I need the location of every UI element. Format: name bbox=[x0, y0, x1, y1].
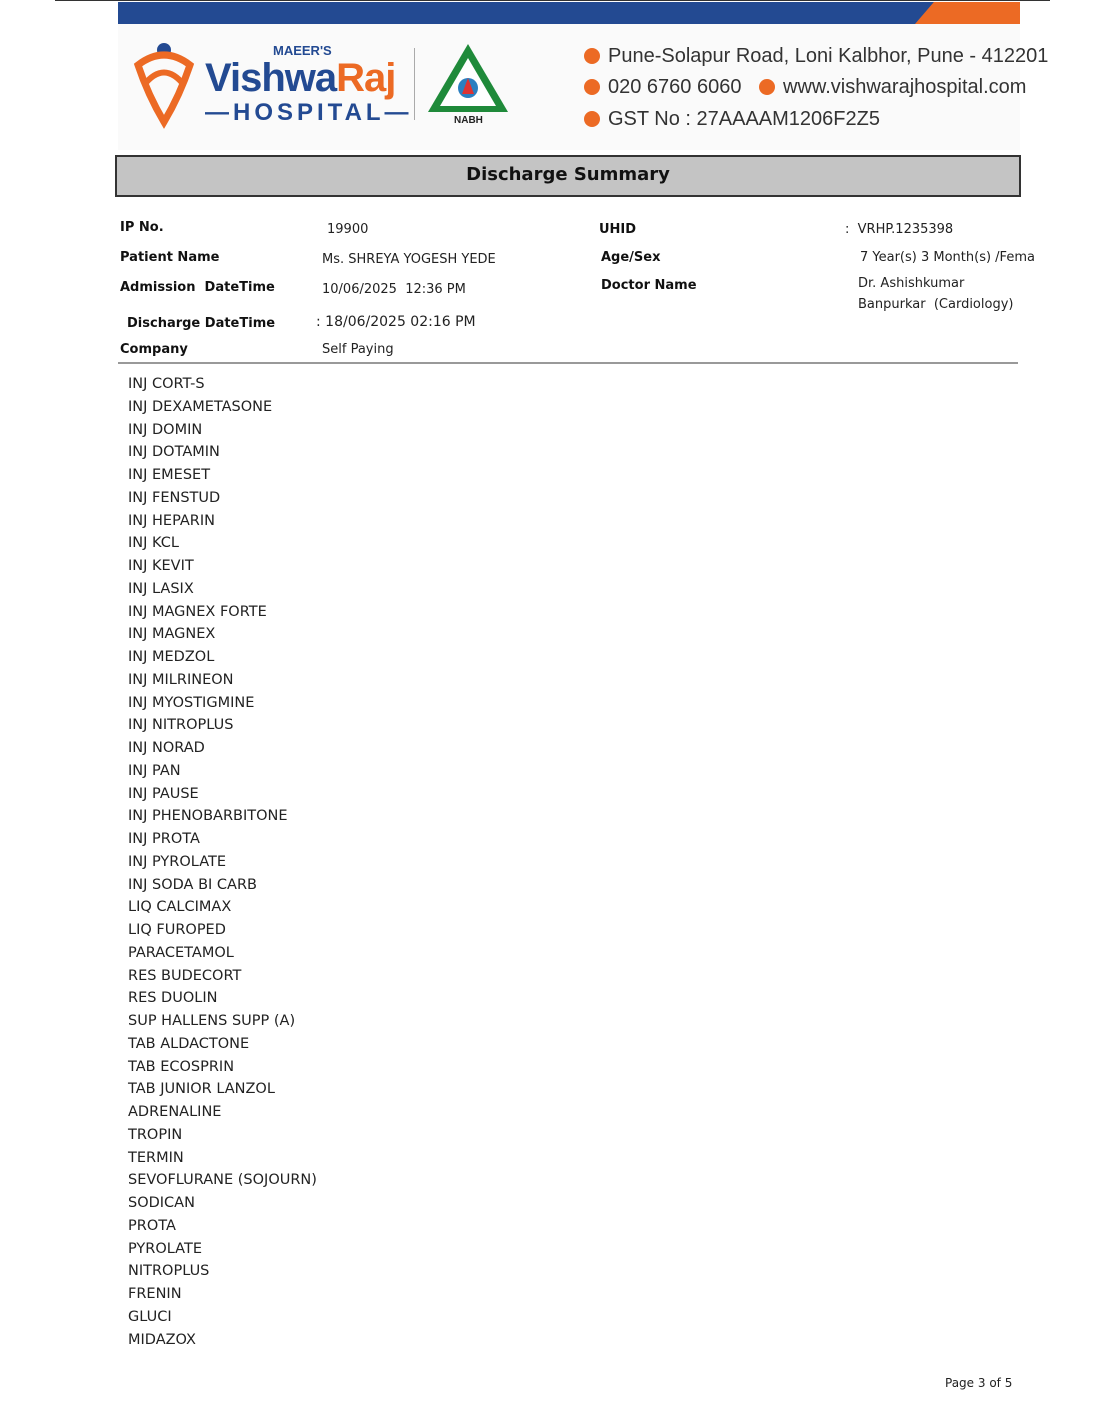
medication-item: FRENIN bbox=[128, 1286, 182, 1302]
medication-item: INJ MAGNEX bbox=[128, 626, 216, 643]
gst-icon bbox=[584, 111, 600, 127]
medication-item: RES DUOLIN bbox=[128, 990, 218, 1007]
medication-item: TERMIN bbox=[128, 1149, 184, 1166]
admission-value: 10/06/2025 12:36 PM bbox=[322, 282, 466, 297]
medication-item: SODICAN bbox=[128, 1195, 195, 1211]
patient-name-label: Patient Name bbox=[120, 250, 220, 265]
medication-item: INJ PHENOBARBITONE bbox=[128, 808, 288, 825]
header-band bbox=[118, 2, 1020, 24]
brand-prefix: MAEER'S bbox=[273, 43, 332, 58]
ip-label: IP No. bbox=[120, 220, 164, 235]
section-divider bbox=[118, 362, 1018, 364]
nabh-badge-icon bbox=[428, 44, 508, 112]
medication-item: INJ HEPARIN bbox=[128, 512, 216, 529]
ip-value: 19900 bbox=[327, 222, 369, 237]
medication-item: INJ DOTAMIN bbox=[128, 444, 220, 461]
logo-divider bbox=[414, 48, 415, 120]
medication-item: TAB ECOSPRIN bbox=[128, 1058, 235, 1075]
age-sex-label: Age/Sex bbox=[601, 250, 661, 265]
brand-name-part-b: Raj bbox=[336, 56, 396, 100]
company-label: Company bbox=[120, 342, 188, 357]
medication-item: MIDAZOX bbox=[128, 1331, 196, 1348]
medication-item: ADRENALINE bbox=[128, 1104, 222, 1120]
hospital-logo-icon bbox=[133, 43, 195, 129]
phone-line: 020 6760 6060 bbox=[584, 75, 741, 99]
address-text: Pune-Solapur Road, Loni Kalbhor, Pune - … bbox=[608, 45, 1049, 67]
uhid-value: : VRHP.1235398 bbox=[845, 222, 954, 237]
phone-text: 020 6760 6060 bbox=[608, 76, 742, 98]
discharge-label: Discharge DateTime bbox=[127, 316, 276, 331]
top-border bbox=[55, 0, 1050, 1]
medication-item: INJ PROTA bbox=[128, 831, 200, 847]
medication-item: SUP HALLENS SUPP (A) bbox=[128, 1013, 296, 1029]
brand-name-part-a: Vishwa bbox=[205, 56, 337, 100]
gst-line: GST No : 27AAAAM1206F2Z5 bbox=[584, 107, 880, 131]
medication-item: INJ NORAD bbox=[128, 740, 205, 756]
medication-item: GLUCI bbox=[128, 1308, 172, 1325]
address-line: Pune-Solapur Road, Loni Kalbhor, Pune - … bbox=[584, 44, 1048, 68]
medication-item: INJ KEVIT bbox=[128, 558, 194, 574]
medication-item: INJ CORT-S bbox=[128, 376, 205, 392]
medication-item: INJ LASIX bbox=[128, 580, 194, 597]
medication-item: INJ MILRINEON bbox=[128, 671, 234, 688]
nabh-label: NABH bbox=[454, 115, 483, 126]
cursor-icon bbox=[759, 79, 775, 95]
medication-item: SEVOFLURANE (SOJOURN) bbox=[128, 1172, 317, 1189]
medication-item: LIQ CALCIMAX bbox=[128, 899, 232, 916]
medication-item: PARACETAMOL bbox=[128, 944, 234, 961]
website-line: www.vishwarajhospital.com bbox=[759, 75, 1026, 99]
company-value: Self Paying bbox=[322, 342, 394, 357]
uhid-label: UHID bbox=[599, 222, 637, 237]
location-pin-icon bbox=[584, 48, 600, 64]
gst-text: GST No : 27AAAAM1206F2Z5 bbox=[608, 108, 880, 130]
admission-label: Admission DateTime bbox=[120, 280, 275, 295]
document-title: Discharge Summary bbox=[115, 155, 1021, 197]
header-band-accent bbox=[915, 2, 1020, 24]
brand-name: VishwaRaj bbox=[205, 56, 396, 100]
brand-subtitle: —HOSPITAL— bbox=[205, 99, 413, 126]
medication-item: LIQ FUROPED bbox=[128, 922, 226, 938]
age-sex-value: 7 Year(s) 3 Month(s) /Fema bbox=[860, 250, 1035, 265]
medication-item: TROPIN bbox=[128, 1126, 183, 1143]
medication-item: INJ DOMIN bbox=[128, 421, 203, 438]
medication-item: PYROLATE bbox=[128, 1240, 202, 1257]
medication-item: INJ FENSTUD bbox=[128, 489, 221, 506]
doctor-label: Doctor Name bbox=[601, 278, 697, 293]
medication-item: INJ PYROLATE bbox=[128, 853, 227, 870]
medication-item: INJ NITROPLUS bbox=[128, 717, 234, 734]
medication-item: INJ SODA BI CARB bbox=[128, 876, 257, 893]
medication-list: INJ CORT-S INJ DEXAMETASONE INJ DOMIN INJ D… bbox=[128, 373, 317, 1351]
medication-item: INJ DEXAMETASONE bbox=[128, 398, 273, 415]
medication-item: INJ EMESET bbox=[128, 467, 211, 483]
medication-item: PROTA bbox=[128, 1217, 176, 1234]
medication-item: INJ KCL bbox=[128, 535, 179, 552]
medication-item: INJ MYOSTIGMINE bbox=[128, 694, 255, 711]
medication-item: TAB ALDACTONE bbox=[128, 1035, 250, 1052]
medication-item: TAB JUNIOR LANZOL bbox=[128, 1081, 275, 1098]
medication-item: INJ MEDZOL bbox=[128, 649, 215, 665]
medication-item: INJ PAUSE bbox=[128, 785, 199, 802]
medication-item: INJ PAN bbox=[128, 762, 181, 779]
medication-item: RES BUDECORT bbox=[128, 967, 242, 984]
discharge-value: : 18/06/2025 02:16 PM bbox=[316, 314, 476, 330]
medication-item: INJ MAGNEX FORTE bbox=[128, 603, 267, 620]
phone-icon bbox=[584, 79, 600, 95]
doctor-value-line2: Banpurkar (Cardiology) bbox=[858, 297, 1014, 312]
website-text: www.vishwarajhospital.com bbox=[783, 76, 1027, 98]
medication-item: NITROPLUS bbox=[128, 1263, 210, 1280]
doctor-value-line1: Dr. Ashishkumar bbox=[858, 276, 965, 291]
patient-name-value: Ms. SHREYA YOGESH YEDE bbox=[322, 252, 496, 267]
page-number: Page 3 of 5 bbox=[945, 1376, 1013, 1390]
letterhead bbox=[118, 24, 1020, 150]
